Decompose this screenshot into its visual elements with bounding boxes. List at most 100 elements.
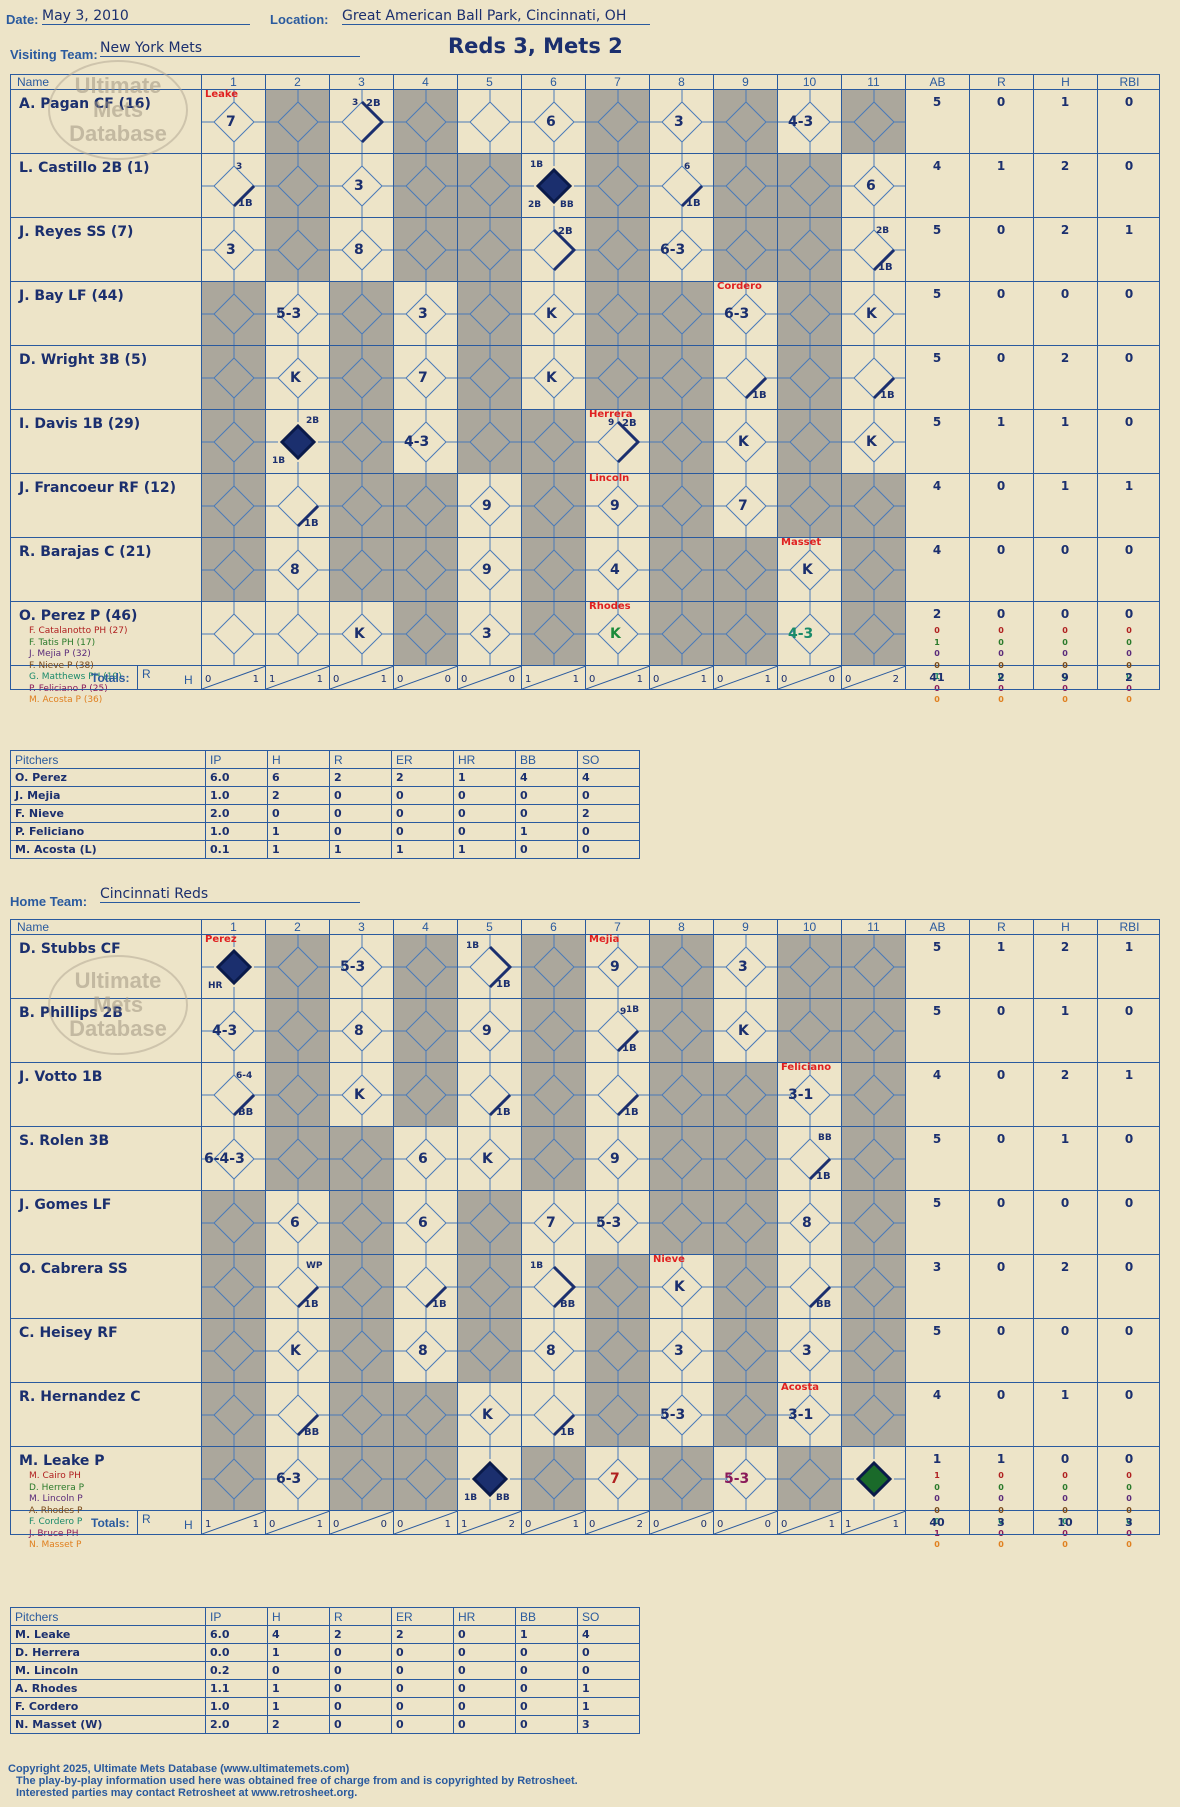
at-bat-cell <box>521 602 586 665</box>
play-annotation: 6-4 <box>236 1071 253 1081</box>
substitute-stats: 0 0 0 0 0 0 0 <box>970 625 1032 706</box>
inning-runs: 0 <box>397 674 404 685</box>
batter-name: S. Rolen 3B <box>19 1133 110 1149</box>
column-header-inning-8: 8 <box>649 75 713 90</box>
play-result: 9 <box>482 1023 492 1039</box>
stat-r: 0 <box>969 1063 1032 1126</box>
pitcher-stat-cell: 1 <box>267 1697 330 1716</box>
date-label: Date: <box>6 12 39 27</box>
play-result: K <box>866 434 877 450</box>
diamond-icon <box>330 218 394 281</box>
at-bat-cell <box>841 1447 906 1510</box>
at-bat-cell: 6 <box>393 1191 458 1254</box>
stat-ab: 5 <box>905 90 968 153</box>
play-result: 2B <box>558 226 573 237</box>
column-header-inning-6: 6 <box>521 920 585 935</box>
diamond-icon <box>714 346 778 409</box>
stat-rbi: 1 <box>1097 474 1160 537</box>
play-result: K <box>354 626 365 642</box>
stat-value: 0 <box>1124 287 1134 301</box>
stat-r: 0 <box>969 538 1032 601</box>
diamond-icon <box>266 1383 330 1446</box>
substitute-name: G. Matthews PH (19) <box>29 672 122 682</box>
inning-runs: 0 <box>525 1519 532 1530</box>
at-bat-cell <box>777 474 842 537</box>
pitchers-header-cell: SO <box>577 750 640 769</box>
inning-hits: 0 <box>444 674 451 685</box>
slash-divider <box>842 1511 906 1534</box>
at-bat-cell <box>201 474 266 537</box>
diamond-icon <box>586 1063 650 1126</box>
stat-value: 0 <box>1124 1452 1134 1466</box>
total-r: 3 <box>969 1511 1032 1534</box>
play-result: 6 <box>418 1215 428 1231</box>
diamond-icon <box>394 154 458 217</box>
stat-value: 0 <box>996 1004 1006 1018</box>
substitute-name: F. Nieve P (38) <box>29 660 94 671</box>
play-annotation: BB <box>560 200 574 210</box>
at-bat-cell: 4 <box>585 538 650 601</box>
substitute-stat-value: 0 <box>934 649 940 658</box>
stat-value: 1 <box>1124 1068 1134 1082</box>
diamond-icon <box>714 218 778 281</box>
stat-h: 0 0 0 0 0 0 0 0 <box>1033 1447 1096 1549</box>
diamond-icon <box>842 538 906 601</box>
play-result: 1B <box>560 1427 575 1438</box>
substitute-stat-value: 0 <box>1062 637 1068 647</box>
at-bat-cell <box>713 602 778 665</box>
diamond-icon <box>330 1063 394 1126</box>
inning-runs: 1 <box>525 674 532 685</box>
diamond-icon <box>394 1383 458 1446</box>
stat-h: 0 <box>1033 1191 1096 1254</box>
at-bat-cell <box>713 538 778 601</box>
diamond-icon <box>842 410 906 473</box>
diamond-icon <box>330 90 394 153</box>
diamond-icon <box>650 1447 714 1510</box>
at-bat-cell: 1B 1B <box>457 935 522 998</box>
stat-value: 0 <box>1060 1452 1070 1466</box>
play-result: 9 <box>610 498 620 514</box>
substitute-stat-value: 0 <box>1126 1471 1132 1480</box>
at-bat-cell <box>265 218 330 281</box>
stat-r: 0 <box>969 999 1032 1062</box>
diamond-icon <box>394 346 458 409</box>
column-header-r: R <box>969 75 1033 90</box>
stat-value: 0 <box>1060 1196 1070 1210</box>
stat-value: 5 <box>932 415 942 429</box>
card-home-header: Name 1 2 3 4 5 6 7 8 9 10 11 AB R H RBI <box>10 919 1160 935</box>
at-bat-cell <box>393 602 458 665</box>
diamond-icon <box>266 538 330 601</box>
pitcher-stat-cell: 1 <box>329 840 392 859</box>
pitchers-header-row: Pitchers IP H R ER HR BB SO <box>10 1607 640 1626</box>
stat-r: 1 <box>969 935 1032 998</box>
at-bat-cell <box>393 935 458 998</box>
stat-rbi: 0 <box>1097 999 1160 1062</box>
stat-value: 0 <box>996 95 1006 109</box>
diamond-icon <box>330 410 394 473</box>
at-bat-cell <box>201 602 266 665</box>
slash-divider <box>586 666 650 689</box>
diamond-icon <box>522 1191 586 1254</box>
play-result: 9 <box>482 562 492 578</box>
slash-divider <box>522 666 586 689</box>
at-bat-cell: 3 <box>393 282 458 345</box>
at-bat-cell: Rhodes K <box>585 601 650 665</box>
pitcher-stat-cell: 0 <box>515 1661 578 1680</box>
stat-value: 5 <box>932 1004 942 1018</box>
diamond-icon <box>714 602 778 665</box>
diamond-icon <box>842 1127 906 1190</box>
pitcher-stat-cell: 0 <box>453 1643 516 1662</box>
substitute-stat-value: 0 <box>1126 626 1132 635</box>
totals-row: Totals: R H 0 1 1 1 0 1 0 0 0 0 1 1 0 1 0 1 0 1 0 0 0 2 41 2 9 2 <box>10 666 1160 690</box>
pitcher-stat-cell: 6 <box>267 768 330 787</box>
hits-label: H <box>184 1518 193 1532</box>
diamond-icon <box>394 935 458 998</box>
play-annotation: 6 <box>684 162 691 172</box>
at-bat-cell <box>201 282 266 345</box>
diamond-icon <box>266 410 330 473</box>
substitute-stat-value: 0 <box>1062 1528 1068 1538</box>
